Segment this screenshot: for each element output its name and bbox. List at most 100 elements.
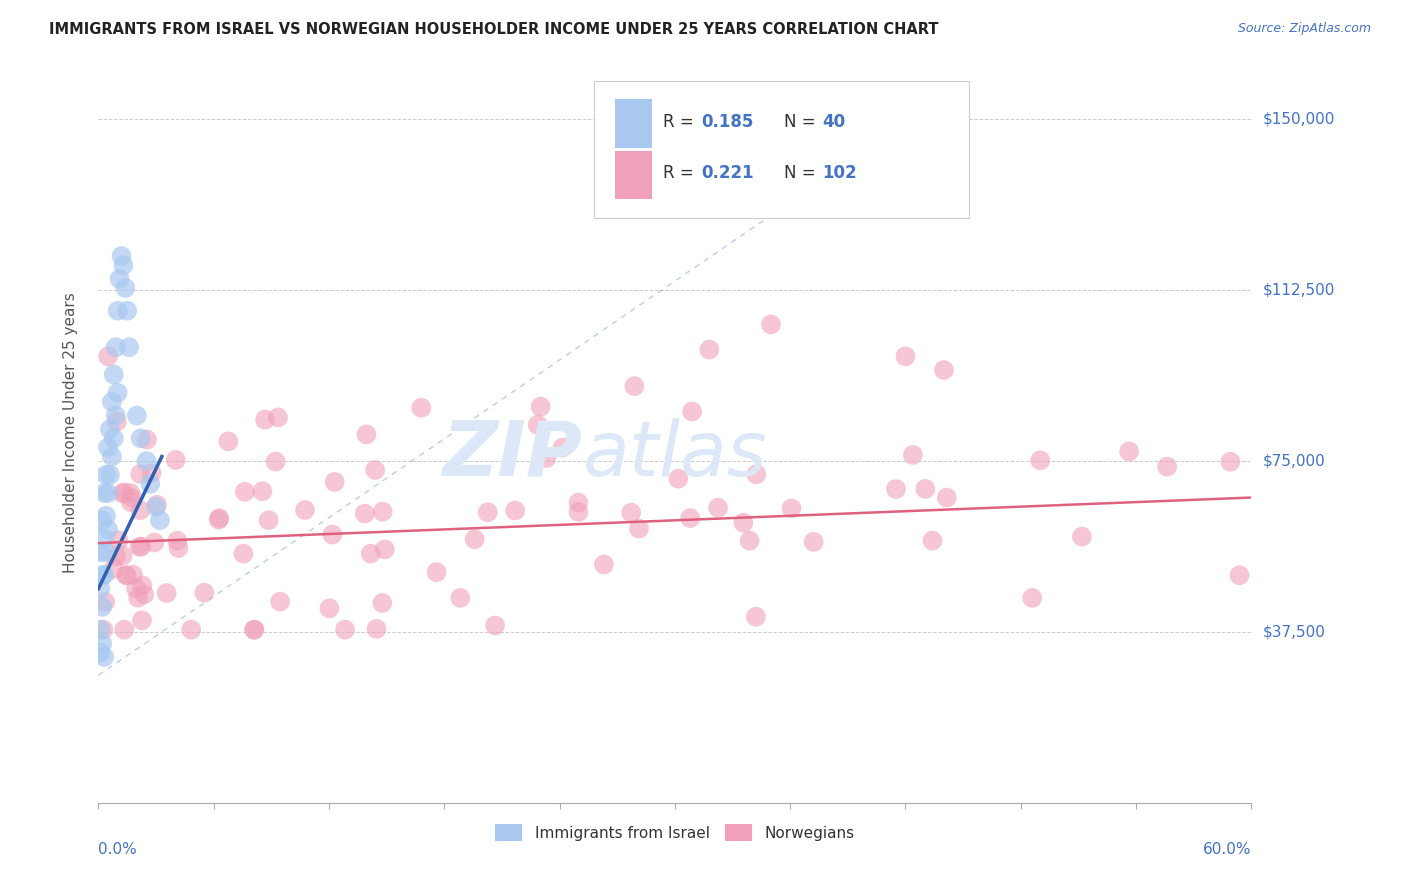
Text: 60.0%: 60.0% [1204,842,1251,856]
Point [269,594,291,608]
Point [98,467,121,482]
Point [129,431,152,445]
Point [1229,568,1251,582]
Point [353,507,375,521]
Point [141,466,163,480]
Point [129,503,152,517]
Point [464,533,486,547]
Point [93,650,115,665]
Point [101,450,124,464]
Point [321,527,343,541]
Text: $75,000: $75,000 [1263,454,1326,468]
Point [89,645,111,659]
Point [146,498,169,512]
Point [738,533,761,548]
Text: 0.0%: 0.0% [98,842,138,856]
Point [1219,455,1241,469]
Point [208,511,231,525]
Point [93,486,115,500]
Point [114,281,136,295]
Point [91,568,114,582]
Point [125,582,148,596]
Point [623,379,645,393]
Point [426,565,449,579]
Point [105,549,128,564]
Point [89,582,111,596]
Point [111,486,134,500]
Point [323,475,346,489]
Point [89,623,111,637]
Point [567,496,589,510]
Point [267,410,290,425]
Text: atlas: atlas [582,417,768,491]
Point [366,622,388,636]
Point [620,506,643,520]
Point [294,503,316,517]
Point [97,486,120,500]
Point [149,513,172,527]
Point [679,511,702,525]
Point [108,272,131,286]
Point [1070,530,1092,544]
Point [115,568,138,582]
Point [333,623,356,637]
Point [536,450,558,465]
Point [112,623,135,637]
Point [364,463,387,477]
FancyBboxPatch shape [595,81,969,218]
Point [1156,459,1178,474]
Point [93,568,115,582]
Point [935,491,957,505]
Point [94,467,117,482]
Point [232,547,254,561]
Point [1118,444,1140,458]
Point [884,482,907,496]
Point [89,545,111,559]
Point [97,349,120,363]
Point [103,368,125,382]
Point [477,505,499,519]
Point [167,541,190,555]
Text: 0.185: 0.185 [702,112,754,130]
Text: N =: N = [785,112,821,130]
Point [257,513,280,527]
Point [94,595,117,609]
Point [125,409,148,423]
Point [117,303,139,318]
Point [94,508,117,523]
Point [131,578,153,592]
Point [921,533,943,548]
Text: 40: 40 [823,112,845,130]
Point [91,513,114,527]
Point [122,567,145,582]
Point [360,547,382,561]
Point [104,340,127,354]
Point [97,441,120,455]
Point [374,542,396,557]
Point [707,500,730,515]
Point [503,503,526,517]
Point [145,500,167,514]
Point [666,472,689,486]
Point [894,349,917,363]
Point [356,427,378,442]
Text: 102: 102 [823,164,858,183]
Point [111,549,134,563]
Point [127,591,149,605]
Point [627,522,650,536]
Point [180,623,202,637]
Point [112,485,135,500]
Text: IMMIGRANTS FROM ISRAEL VS NORWEGIAN HOUSEHOLDER INCOME UNDER 25 YEARS CORRELATIO: IMMIGRANTS FROM ISRAEL VS NORWEGIAN HOUS… [49,22,939,37]
Point [252,484,274,499]
Point [105,415,128,429]
Point [97,523,120,537]
Point [264,455,287,469]
Text: $150,000: $150,000 [1263,112,1334,127]
Text: $37,500: $37,500 [1263,624,1326,640]
Point [371,596,394,610]
Point [107,303,129,318]
Point [139,476,162,491]
Point [745,467,768,482]
Point [165,453,187,467]
Point [134,587,156,601]
